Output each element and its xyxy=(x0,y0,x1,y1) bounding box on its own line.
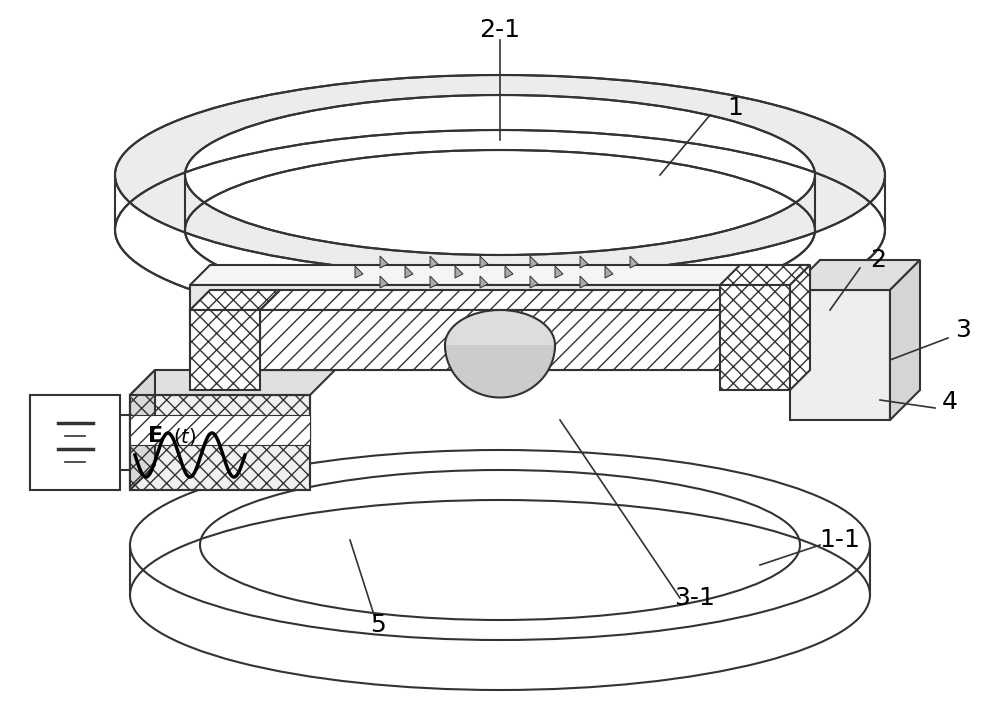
Text: 2-1: 2-1 xyxy=(480,18,520,42)
Polygon shape xyxy=(580,276,588,288)
Polygon shape xyxy=(530,256,538,268)
Polygon shape xyxy=(190,280,820,310)
Text: $\mathbf{E}$: $\mathbf{E}$ xyxy=(147,426,163,446)
Polygon shape xyxy=(480,256,488,268)
Polygon shape xyxy=(355,266,363,278)
Polygon shape xyxy=(605,266,613,278)
Polygon shape xyxy=(790,290,890,420)
Polygon shape xyxy=(430,276,438,288)
Polygon shape xyxy=(260,310,720,370)
Polygon shape xyxy=(630,256,638,268)
Polygon shape xyxy=(790,265,810,390)
Polygon shape xyxy=(580,256,588,268)
Polygon shape xyxy=(790,265,810,315)
Polygon shape xyxy=(190,310,790,370)
Text: 3: 3 xyxy=(955,318,971,342)
Polygon shape xyxy=(555,266,563,278)
Polygon shape xyxy=(130,370,155,490)
Text: 5: 5 xyxy=(370,613,386,637)
Text: 3-1: 3-1 xyxy=(675,586,715,610)
Polygon shape xyxy=(190,265,810,285)
Text: $(t)$: $(t)$ xyxy=(173,425,196,446)
Text: 2: 2 xyxy=(870,248,886,272)
Text: 1-1: 1-1 xyxy=(820,528,860,552)
Ellipse shape xyxy=(445,310,555,380)
Polygon shape xyxy=(455,266,463,278)
Text: 1: 1 xyxy=(727,96,743,120)
Polygon shape xyxy=(260,290,740,310)
Polygon shape xyxy=(30,395,120,490)
Polygon shape xyxy=(405,266,413,278)
Text: 4: 4 xyxy=(942,390,958,414)
Polygon shape xyxy=(190,310,260,390)
Polygon shape xyxy=(430,256,438,268)
Polygon shape xyxy=(720,285,790,390)
Polygon shape xyxy=(130,370,335,395)
Polygon shape xyxy=(115,75,885,275)
Polygon shape xyxy=(530,276,538,288)
Polygon shape xyxy=(130,415,310,445)
Polygon shape xyxy=(380,276,388,288)
Polygon shape xyxy=(190,285,790,315)
Polygon shape xyxy=(505,266,513,278)
Polygon shape xyxy=(480,276,488,288)
Polygon shape xyxy=(890,260,920,420)
Polygon shape xyxy=(190,290,280,310)
Polygon shape xyxy=(720,265,810,285)
Polygon shape xyxy=(790,260,920,290)
Polygon shape xyxy=(790,280,820,370)
Polygon shape xyxy=(130,395,310,490)
Polygon shape xyxy=(380,256,388,268)
